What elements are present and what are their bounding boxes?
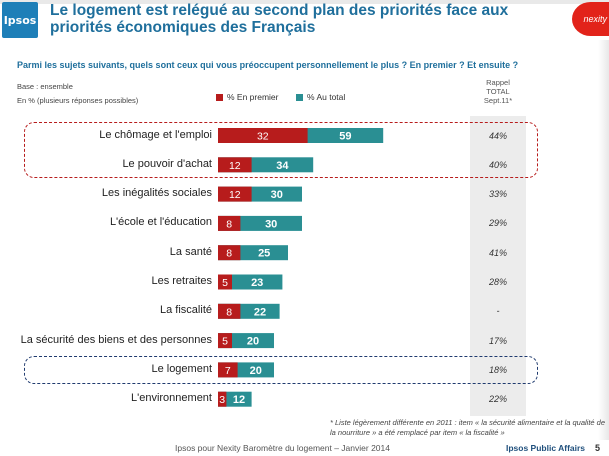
ipsos-logo-text: Ipsos <box>3 13 37 27</box>
bar-first <box>218 391 227 407</box>
rappel-value: 29% <box>488 218 507 229</box>
category-label: Le pouvoir d'achat <box>122 157 212 170</box>
data-label-total: 30 <box>271 189 283 201</box>
category-label: Le chômage et l'emploi <box>99 128 212 141</box>
data-label-first: 32 <box>257 131 269 143</box>
highlight-box-housing <box>24 356 538 384</box>
page-edge <box>598 40 609 440</box>
data-label-total: 30 <box>265 218 277 230</box>
rappel-value: 28% <box>488 277 507 287</box>
data-label-first: 8 <box>226 306 232 318</box>
footer-brand: Ipsos Public Affairs <box>506 443 586 453</box>
category-label: Les retraites <box>151 275 212 287</box>
bar-first <box>218 362 238 378</box>
rappel-header-line1: Rappel <box>486 78 510 87</box>
legend-swatch-first <box>216 93 223 101</box>
top-bar <box>0 0 609 4</box>
rappel-header: Rappel TOTAL Sept.11* <box>470 78 526 105</box>
rappel-value: 33% <box>488 189 507 200</box>
slide-title: Le logement est relégué au second plan d… <box>50 2 509 36</box>
data-label-first: 12 <box>229 189 241 201</box>
category-label: L'environnement <box>131 392 212 405</box>
legend-item-total: % Au total <box>296 92 345 102</box>
ipsos-logo: Ipsos <box>2 2 38 38</box>
bar-first <box>218 128 308 143</box>
data-label-total: 25 <box>258 248 270 260</box>
bar-first <box>218 274 232 290</box>
data-label-first: 8 <box>226 218 232 230</box>
rappel-value: 18% <box>488 364 507 375</box>
bar-first <box>218 245 241 261</box>
data-label-total: 59 <box>339 131 351 143</box>
rappel-value: 22% <box>488 394 507 405</box>
rappel-value: 41% <box>488 247 507 258</box>
data-label-total: 34 <box>276 160 289 172</box>
page-number: 5 <box>595 443 601 453</box>
rappel-header-line2: TOTAL <box>486 87 510 96</box>
rappel-column-bg <box>470 116 526 416</box>
bar-first <box>218 333 232 349</box>
data-label-first: 5 <box>222 336 228 348</box>
survey-question: Parmi les sujets suivants, quels sont ce… <box>17 60 519 70</box>
category-label: L'école et l'éducation <box>109 216 212 229</box>
highlight-box-economic <box>24 122 538 178</box>
data-label-total: 12 <box>233 394 245 406</box>
rappel-value: 44% <box>488 130 507 141</box>
category-label: La sécurité des biens et des personnes <box>20 333 212 346</box>
category-label: La santé <box>169 245 212 258</box>
data-label-first: 3 <box>219 394 225 406</box>
base-note: Base : ensemble <box>17 82 73 91</box>
legend-label-total: % Au total <box>307 92 346 102</box>
data-label-first: 7 <box>225 365 231 377</box>
legend-label-first: % En premier <box>227 92 279 102</box>
data-label-total: 20 <box>250 365 262 377</box>
bar-first <box>218 186 252 202</box>
footer-source: Ipsos pour Nexity Baromètre du logement … <box>175 443 390 453</box>
data-label-total: 20 <box>247 336 259 348</box>
data-label-first: 5 <box>222 277 228 289</box>
data-label-total: 23 <box>251 277 263 289</box>
nexity-logo: nexity <box>572 2 609 36</box>
nexity-logo-text: nexity <box>583 14 607 24</box>
category-label: Les inégalités sociales <box>101 187 212 200</box>
bar-first <box>218 215 241 231</box>
data-label-first: 12 <box>229 160 241 172</box>
data-label-total: 22 <box>254 306 266 318</box>
rappel-value: - <box>496 306 500 317</box>
data-label-first: 8 <box>226 248 232 260</box>
legend-item-first: % En premier <box>216 92 279 102</box>
bar-first <box>218 303 241 319</box>
footnote: * Liste légèrement différente en 2011 : … <box>330 418 606 437</box>
rappel-value: 40% <box>488 159 507 170</box>
category-label: La fiscalité <box>160 304 212 317</box>
bar-total <box>218 274 283 290</box>
bar-first <box>218 157 252 173</box>
legend-swatch-total <box>296 93 303 101</box>
category-label: Le logement <box>151 362 212 375</box>
rappel-value: 17% <box>488 335 507 346</box>
unit-note: En % (plusieurs réponses possibles) <box>17 96 139 105</box>
rappel-header-line3: Sept.11* <box>483 96 513 105</box>
